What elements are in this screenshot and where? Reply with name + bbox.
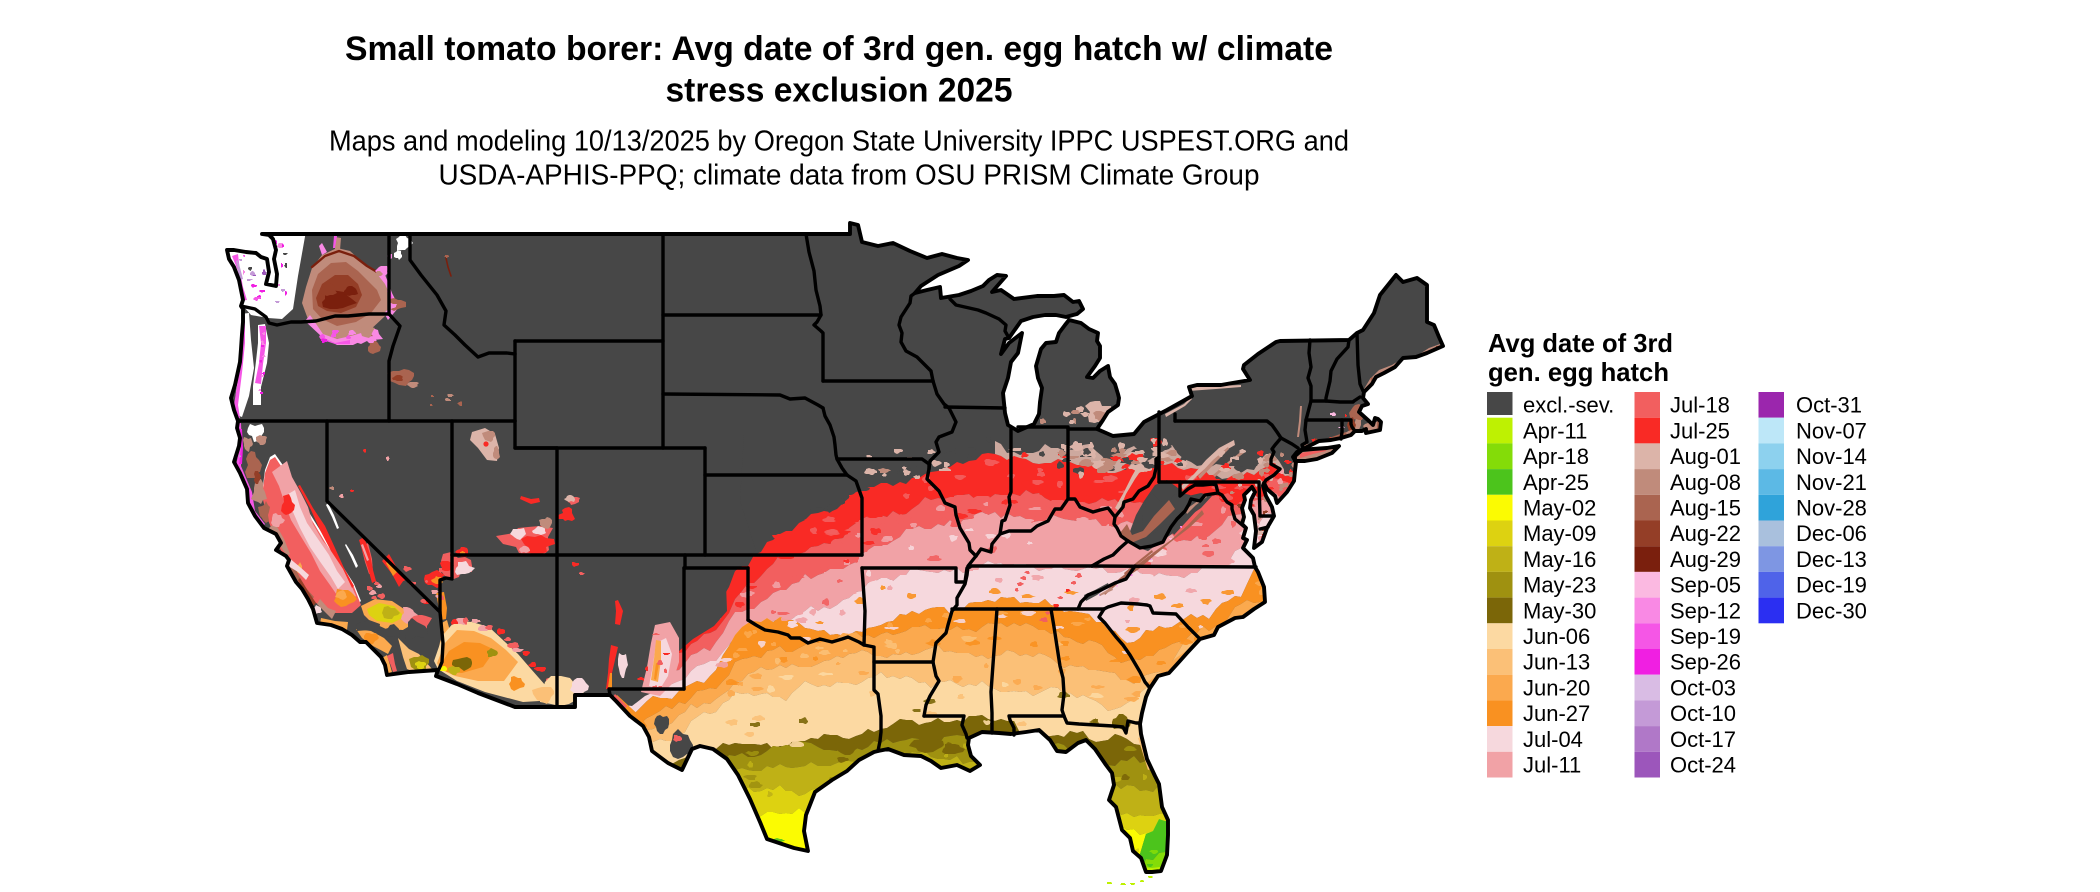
svg-text:Oct-17: Oct-17 <box>1670 727 1736 752</box>
svg-text:Small tomato borer: Avg date o: Small tomato borer: Avg date of 3rd gen.… <box>345 30 1333 68</box>
svg-text:Dec-30: Dec-30 <box>1796 598 1867 623</box>
svg-text:Nov-21: Nov-21 <box>1796 470 1867 495</box>
svg-text:Jun-06: Jun-06 <box>1523 624 1590 649</box>
svg-text:Oct-31: Oct-31 <box>1796 393 1862 418</box>
svg-text:stress exclusion 2025: stress exclusion 2025 <box>666 72 1013 110</box>
svg-text:Apr-11: Apr-11 <box>1523 418 1587 443</box>
svg-text:Nov-14: Nov-14 <box>1796 444 1867 469</box>
svg-text:Nov-07: Nov-07 <box>1796 418 1867 443</box>
svg-text:Aug-15: Aug-15 <box>1670 495 1741 520</box>
svg-text:Aug-01: Aug-01 <box>1670 444 1741 469</box>
svg-text:Oct-24: Oct-24 <box>1670 752 1736 777</box>
svg-text:Aug-22: Aug-22 <box>1670 521 1741 546</box>
svg-text:May-16: May-16 <box>1523 547 1596 572</box>
svg-text:Jul-11: Jul-11 <box>1523 752 1581 777</box>
svg-text:Dec-06: Dec-06 <box>1796 521 1867 546</box>
svg-text:May-09: May-09 <box>1523 521 1596 546</box>
svg-text:excl.-sev.: excl.-sev. <box>1523 393 1614 418</box>
svg-text:Sep-26: Sep-26 <box>1670 650 1741 675</box>
svg-text:Jul-18: Jul-18 <box>1670 393 1730 418</box>
svg-text:Sep-12: Sep-12 <box>1670 598 1741 623</box>
svg-text:Maps and modeling 10/13/2025 b: Maps and modeling 10/13/2025 by Oregon S… <box>329 126 1349 158</box>
svg-text:Jul-25: Jul-25 <box>1670 418 1730 443</box>
svg-text:gen. egg hatch: gen. egg hatch <box>1488 357 1669 387</box>
svg-text:Sep-19: Sep-19 <box>1670 624 1741 649</box>
svg-text:Aug-08: Aug-08 <box>1670 470 1741 495</box>
svg-text:Dec-13: Dec-13 <box>1796 547 1867 572</box>
svg-text:Nov-28: Nov-28 <box>1796 495 1867 520</box>
svg-text:Dec-19: Dec-19 <box>1796 573 1867 598</box>
svg-text:Jun-13: Jun-13 <box>1523 650 1590 675</box>
svg-text:Jun-20: Jun-20 <box>1523 675 1590 700</box>
svg-text:Apr-25: Apr-25 <box>1523 470 1589 495</box>
svg-text:Avg date of 3rd: Avg date of 3rd <box>1488 328 1673 358</box>
svg-text:Aug-29: Aug-29 <box>1670 547 1741 572</box>
svg-text:Oct-03: Oct-03 <box>1670 675 1736 700</box>
svg-text:Sep-05: Sep-05 <box>1670 573 1741 598</box>
svg-text:Apr-18: Apr-18 <box>1523 444 1589 469</box>
svg-text:May-23: May-23 <box>1523 573 1596 598</box>
svg-text:May-30: May-30 <box>1523 598 1596 623</box>
svg-text:May-02: May-02 <box>1523 495 1596 520</box>
svg-text:Jul-04: Jul-04 <box>1523 727 1583 752</box>
svg-text:Jun-27: Jun-27 <box>1523 701 1590 726</box>
svg-text:Oct-10: Oct-10 <box>1670 701 1736 726</box>
svg-text:USDA-APHIS-PPQ; climate data f: USDA-APHIS-PPQ; climate data from OSU PR… <box>439 160 1260 192</box>
